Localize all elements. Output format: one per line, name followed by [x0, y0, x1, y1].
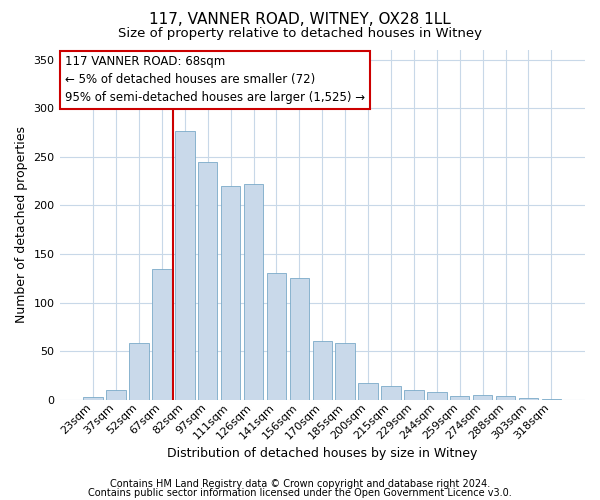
Bar — [496, 396, 515, 400]
Text: 117 VANNER ROAD: 68sqm
← 5% of detached houses are smaller (72)
95% of semi-deta: 117 VANNER ROAD: 68sqm ← 5% of detached … — [65, 55, 365, 104]
Text: 117, VANNER ROAD, WITNEY, OX28 1LL: 117, VANNER ROAD, WITNEY, OX28 1LL — [149, 12, 451, 28]
Bar — [335, 344, 355, 400]
Bar — [267, 274, 286, 400]
Bar — [129, 344, 149, 400]
Bar — [427, 392, 446, 400]
Bar — [198, 162, 217, 400]
Bar — [358, 383, 378, 400]
Text: Size of property relative to detached houses in Witney: Size of property relative to detached ho… — [118, 28, 482, 40]
Bar — [221, 186, 241, 400]
Bar — [244, 184, 263, 400]
Bar — [519, 398, 538, 400]
Bar — [106, 390, 126, 400]
Bar — [313, 342, 332, 400]
Bar — [381, 386, 401, 400]
Text: Contains HM Land Registry data © Crown copyright and database right 2024.: Contains HM Land Registry data © Crown c… — [110, 479, 490, 489]
Text: Contains public sector information licensed under the Open Government Licence v3: Contains public sector information licen… — [88, 488, 512, 498]
X-axis label: Distribution of detached houses by size in Witney: Distribution of detached houses by size … — [167, 447, 478, 460]
Bar — [83, 397, 103, 400]
Bar — [473, 395, 493, 400]
Bar — [450, 396, 469, 400]
Bar — [404, 390, 424, 400]
Bar — [175, 130, 194, 400]
Y-axis label: Number of detached properties: Number of detached properties — [15, 126, 28, 324]
Bar — [542, 398, 561, 400]
Bar — [290, 278, 309, 400]
Bar — [152, 268, 172, 400]
